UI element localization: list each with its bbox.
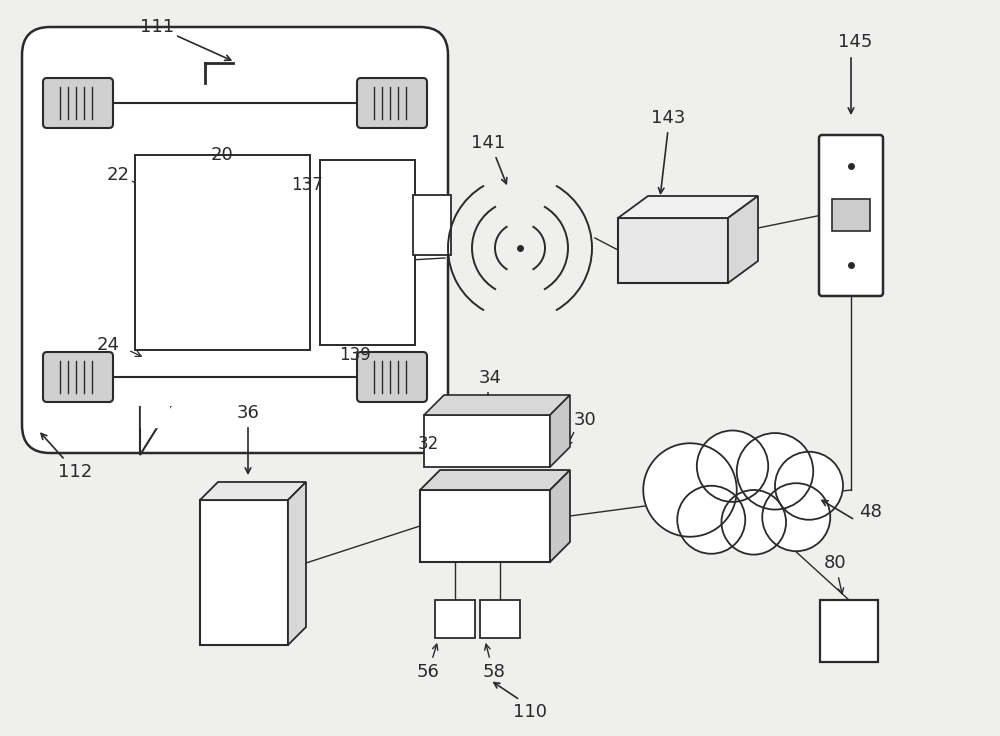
Polygon shape xyxy=(200,482,306,500)
Bar xyxy=(832,199,870,231)
Text: 22: 22 xyxy=(106,166,130,184)
Text: 32: 32 xyxy=(417,435,439,453)
Circle shape xyxy=(677,486,745,553)
Circle shape xyxy=(775,452,843,520)
Text: 110: 110 xyxy=(513,703,547,721)
Text: 36: 36 xyxy=(237,404,259,422)
Text: 111: 111 xyxy=(140,18,174,36)
Bar xyxy=(435,600,475,638)
FancyBboxPatch shape xyxy=(357,352,427,402)
Polygon shape xyxy=(288,482,306,645)
Text: 58: 58 xyxy=(483,663,505,681)
Text: 56: 56 xyxy=(417,663,439,681)
Polygon shape xyxy=(140,407,170,455)
Text: 137: 137 xyxy=(291,176,323,194)
Text: 20: 20 xyxy=(211,146,233,164)
FancyBboxPatch shape xyxy=(357,78,427,128)
Bar xyxy=(420,490,550,562)
Bar xyxy=(320,160,415,345)
Polygon shape xyxy=(424,395,570,415)
Text: 143: 143 xyxy=(651,109,685,127)
Bar xyxy=(413,195,451,255)
Bar xyxy=(424,415,550,467)
Text: 141: 141 xyxy=(471,134,505,152)
Text: 139: 139 xyxy=(339,346,371,364)
FancyBboxPatch shape xyxy=(22,27,448,453)
Bar xyxy=(141,405,169,427)
Polygon shape xyxy=(550,470,570,562)
Bar xyxy=(135,155,310,350)
Polygon shape xyxy=(420,470,570,490)
Polygon shape xyxy=(728,196,758,283)
Text: 48: 48 xyxy=(859,503,881,521)
Bar xyxy=(618,218,728,283)
Bar xyxy=(200,500,288,645)
FancyBboxPatch shape xyxy=(43,352,113,402)
Text: 112: 112 xyxy=(58,463,92,481)
Circle shape xyxy=(697,431,768,502)
Text: 34: 34 xyxy=(479,369,502,387)
Bar xyxy=(820,600,878,662)
Text: 24: 24 xyxy=(96,336,120,354)
FancyBboxPatch shape xyxy=(43,78,113,128)
Text: 145: 145 xyxy=(838,33,872,51)
Circle shape xyxy=(721,490,786,555)
Polygon shape xyxy=(618,196,758,218)
Bar xyxy=(480,600,520,638)
Text: 30: 30 xyxy=(574,411,596,429)
Text: 80: 80 xyxy=(824,554,846,572)
Circle shape xyxy=(737,433,813,509)
Polygon shape xyxy=(550,395,570,467)
Circle shape xyxy=(762,484,830,551)
Circle shape xyxy=(643,443,737,537)
FancyBboxPatch shape xyxy=(819,135,883,296)
